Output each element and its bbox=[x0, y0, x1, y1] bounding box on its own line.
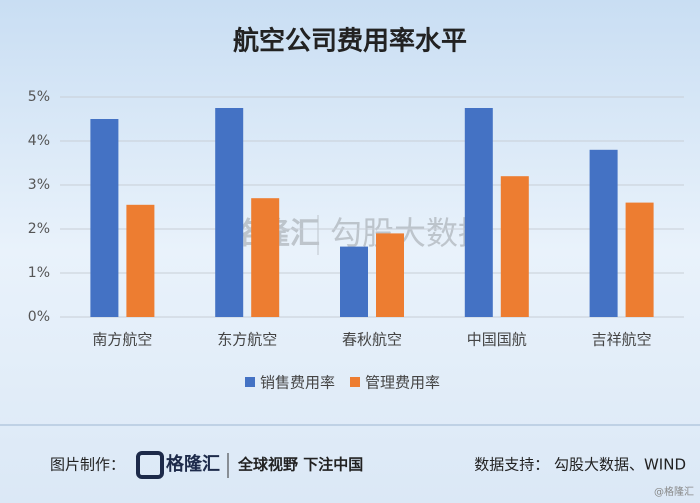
y-tick-label: 1% bbox=[28, 265, 50, 281]
bar bbox=[500, 176, 529, 317]
y-tick-label: 3% bbox=[28, 177, 50, 193]
watermark-text: 勾股大数据 bbox=[330, 214, 490, 252]
x-tick-label: 吉祥航空 bbox=[592, 331, 652, 349]
x-tick-label: 春秋航空 bbox=[342, 331, 402, 349]
x-tick-label: 南方航空 bbox=[92, 331, 152, 349]
y-tick-label: 0% bbox=[28, 309, 50, 325]
bar bbox=[251, 198, 280, 317]
logo-icon bbox=[136, 451, 164, 479]
bar bbox=[215, 108, 244, 317]
y-tick-label: 2% bbox=[28, 221, 50, 237]
footer-label: 图片制作： bbox=[50, 456, 125, 474]
y-tick-label: 5% bbox=[28, 89, 50, 105]
footer-logo: 格隆汇 bbox=[166, 453, 220, 475]
bar bbox=[90, 119, 119, 317]
bar bbox=[126, 204, 155, 317]
chart-title: 航空公司费用率水平 bbox=[233, 26, 467, 57]
footer-slogan: 全球视野 下注中国 bbox=[237, 456, 363, 474]
bar bbox=[464, 108, 493, 317]
bar bbox=[340, 246, 368, 317]
legend-label: 管理费用率 bbox=[365, 374, 440, 392]
y-tick-label: 4% bbox=[28, 133, 50, 149]
footer-signature: @格隆汇 bbox=[654, 485, 694, 498]
legend-swatch bbox=[350, 377, 360, 387]
x-tick-label: 中国国航 bbox=[467, 331, 527, 349]
legend-swatch bbox=[245, 377, 255, 387]
bar bbox=[376, 233, 404, 317]
footer-source: 数据支持： 勾股大数据、WIND bbox=[474, 456, 686, 474]
bar bbox=[625, 202, 654, 317]
legend-label: 销售费用率 bbox=[260, 374, 335, 392]
x-tick-label: 东方航空 bbox=[217, 331, 277, 349]
bar bbox=[589, 149, 618, 317]
